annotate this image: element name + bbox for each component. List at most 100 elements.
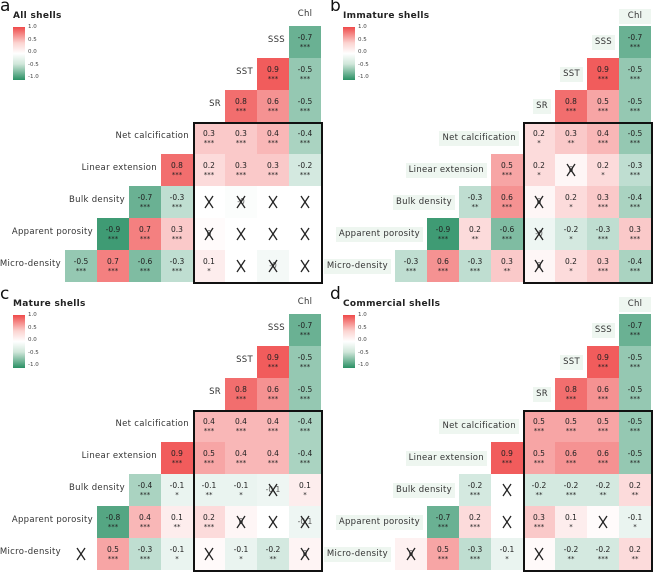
panel-a: a All shells 1.0 0.5 0.0 -0.5 -1.0 Chl SSS -0.7 **…: [0, 0, 330, 288]
heatmap-cell: [257, 186, 289, 218]
cell-significance: ***: [171, 459, 183, 467]
heatmap-cell: 0.4 ***: [129, 506, 161, 538]
heatmap-cell: -0.1 *: [491, 538, 523, 570]
cell-significance: ***: [597, 555, 609, 563]
heatmap-cell: [491, 506, 523, 538]
cell-significance: ***: [469, 491, 481, 499]
color-scale-tick: -0.5: [358, 349, 369, 356]
cell-value: 0.2: [565, 257, 577, 266]
heatmap-cell: 0.4 ***: [587, 122, 619, 154]
insignificant-cross-icon: [76, 547, 86, 561]
heatmap-cell: -0.4 ***: [289, 442, 321, 474]
cell-value: 0.9: [267, 65, 279, 74]
heatmap-cell: -0.2 **: [257, 538, 289, 570]
panel-letter: b: [330, 0, 341, 16]
color-scale-tick: -0.5: [28, 349, 39, 356]
cell-significance: ***: [629, 203, 641, 211]
heatmap-cell: -0.6 ***: [491, 218, 523, 250]
heatmap-cell: -0.4 ***: [289, 122, 321, 154]
heatmap-cell: 0.3 ***: [193, 122, 225, 154]
cell-significance: ***: [203, 427, 215, 435]
cell-significance: ***: [171, 267, 183, 275]
heatmap-cell: [65, 538, 97, 570]
cell-significance: ***: [139, 555, 151, 563]
cell-value: 0.5: [501, 161, 513, 170]
heatmap-cell: -0.3 ***: [161, 186, 193, 218]
cell-significance: ***: [171, 171, 183, 179]
cell-significance: ***: [299, 171, 311, 179]
cell-value: -0.5: [627, 65, 643, 74]
cell-value: -0.5: [627, 129, 643, 138]
heatmap-cell: -0.5 ***: [289, 90, 321, 122]
insignificant-cross-icon: [598, 515, 608, 529]
color-scale-tick: 0.0: [358, 337, 367, 343]
row-label: SST: [560, 355, 583, 370]
cell-value: -0.6: [137, 257, 153, 266]
cell-value: 0.5: [533, 449, 545, 458]
cell-significance: ***: [267, 427, 279, 435]
cell-significance: ***: [299, 43, 311, 51]
cell-value: -0.3: [403, 257, 419, 266]
cell-value: -0.3: [627, 161, 643, 170]
cell-value: 0.3: [267, 161, 279, 170]
cell-significance: ***: [437, 267, 449, 275]
cell-significance: ***: [267, 139, 279, 147]
cell-value: -0.1: [169, 481, 185, 490]
cell-significance: ***: [533, 523, 545, 531]
cell-significance: ***: [139, 203, 151, 211]
heatmap-cell: -0.5 ***: [619, 378, 651, 410]
cell-significance: ***: [139, 523, 151, 531]
color-scale-bar: [343, 315, 355, 368]
color-scale-tick: -1.0: [28, 74, 39, 80]
panel-b: b Immature shells 1.0 0.5 0.0 -0.5 -1.0 Chl SSS -…: [323, 0, 660, 288]
cell-significance: **: [503, 267, 511, 275]
heatmap-cell: 0.3 ***: [523, 506, 555, 538]
cell-value: 0.2: [597, 161, 609, 170]
cell-value: 0.6: [267, 385, 279, 394]
cell-value: 0.1: [203, 257, 215, 266]
heatmap-cell: 0.5 ***: [193, 442, 225, 474]
cell-significance: ***: [299, 395, 311, 403]
color-scale-tick: 0.0: [358, 49, 367, 55]
cell-significance: ***: [565, 107, 577, 115]
heatmap-cell: 0.5 ***: [523, 410, 555, 442]
panel-c: c Mature shells 1.0 0.5 0.0 -0.5 -1.0 Chl SSS -0.…: [0, 284, 330, 576]
heatmap-cell: 0.4 ***: [193, 410, 225, 442]
cell-significance: ***: [597, 363, 609, 371]
cell-significance: ***: [235, 459, 247, 467]
cell-value: 0.4: [267, 417, 279, 426]
heatmap-cell: -0.5 ***: [289, 346, 321, 378]
heatmap-cell: [587, 506, 619, 538]
row-label: SSS: [591, 323, 615, 338]
cell-value: 0.6: [597, 385, 609, 394]
cell-value: -0.8: [105, 513, 121, 522]
cell-significance: *: [239, 491, 243, 499]
cell-value: 0.1: [299, 481, 311, 490]
heatmap-cell: -0.2 ***: [587, 538, 619, 570]
cell-value: 0.4: [235, 417, 247, 426]
cell-significance: *: [505, 555, 509, 563]
heatmap-cell: -0.2 ***: [289, 154, 321, 186]
cell-significance: ***: [501, 235, 513, 243]
heatmap-cell: -0.4 ***: [619, 250, 651, 282]
insignificant-cross-icon: [268, 259, 278, 273]
row-label: Linear extension: [81, 163, 157, 173]
cell-value: 0.2: [629, 545, 641, 554]
cell-value: -0.1: [233, 481, 249, 490]
cell-significance: ***: [437, 523, 449, 531]
color-scale-tick: 1.0: [358, 24, 367, 30]
cell-value: 0.9: [597, 65, 609, 74]
heatmap-cell: [289, 186, 321, 218]
cell-value: 0.4: [139, 513, 151, 522]
insignificant-cross-icon: [236, 515, 246, 529]
cell-value: -0.3: [169, 257, 185, 266]
heatmap-cell: [257, 506, 289, 538]
heatmap-cell: -0.7 ***: [289, 26, 321, 58]
heatmap-cell: 0.2 ***: [193, 154, 225, 186]
cell-value: -0.3: [467, 193, 483, 202]
heatmap-cell: -0.3 **: [459, 186, 491, 218]
color-scale-bar: [13, 315, 25, 368]
heatmap-cell: [225, 218, 257, 250]
cell-value: -0.5: [297, 353, 313, 362]
cell-value: 0.2: [469, 225, 481, 234]
